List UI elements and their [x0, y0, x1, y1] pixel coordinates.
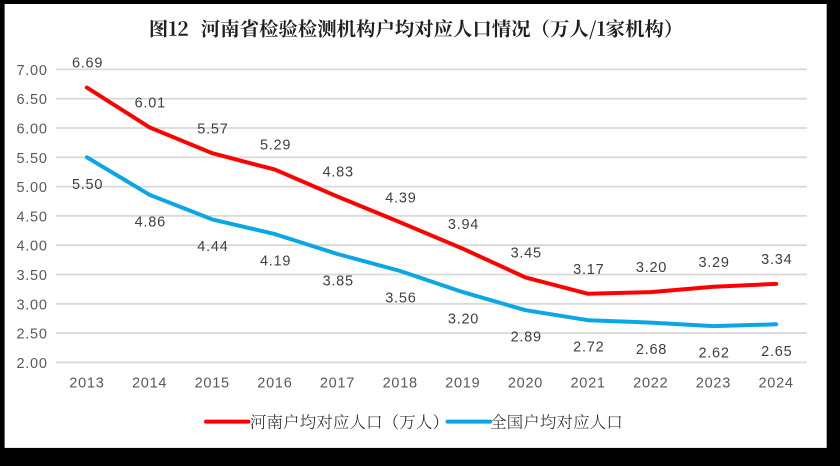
- svg-text:4.86: 4.86: [135, 214, 166, 230]
- svg-text:6.50: 6.50: [16, 92, 47, 108]
- svg-text:4.83: 4.83: [323, 165, 354, 181]
- svg-text:4.44: 4.44: [197, 239, 228, 255]
- svg-text:2018: 2018: [383, 376, 418, 392]
- svg-text:4.19: 4.19: [260, 254, 291, 270]
- svg-text:3.56: 3.56: [385, 291, 416, 307]
- svg-text:5.50: 5.50: [72, 177, 103, 193]
- svg-text:7.00: 7.00: [16, 63, 47, 79]
- svg-text:2.62: 2.62: [698, 346, 729, 362]
- svg-text:2020: 2020: [508, 376, 543, 392]
- svg-text:2021: 2021: [570, 376, 605, 392]
- svg-text:3.94: 3.94: [448, 217, 479, 233]
- svg-text:2024: 2024: [758, 376, 793, 392]
- svg-text:5.50: 5.50: [16, 151, 47, 167]
- svg-text:2.89: 2.89: [511, 330, 542, 346]
- svg-text:2022: 2022: [633, 376, 668, 392]
- svg-text:2019: 2019: [445, 376, 480, 392]
- svg-text:2.68: 2.68: [636, 342, 667, 358]
- svg-text:3.34: 3.34: [761, 252, 792, 268]
- svg-text:3.20: 3.20: [448, 312, 479, 328]
- svg-text:2.72: 2.72: [573, 340, 604, 356]
- svg-text:3.50: 3.50: [16, 268, 47, 284]
- svg-text:3.20: 3.20: [636, 260, 667, 276]
- svg-text:5.57: 5.57: [197, 121, 228, 137]
- svg-text:3.45: 3.45: [511, 246, 542, 262]
- svg-text:3.85: 3.85: [323, 274, 354, 290]
- svg-text:3.00: 3.00: [16, 297, 47, 313]
- svg-text:3.29: 3.29: [698, 255, 729, 271]
- svg-text:4.39: 4.39: [385, 190, 416, 206]
- svg-text:2.00: 2.00: [16, 356, 47, 372]
- svg-text:2013: 2013: [69, 376, 104, 392]
- svg-text:2014: 2014: [132, 376, 167, 392]
- svg-text:2.65: 2.65: [761, 344, 792, 360]
- svg-text:2.50: 2.50: [16, 327, 47, 343]
- svg-text:2015: 2015: [195, 376, 230, 392]
- svg-text:6.00: 6.00: [16, 122, 47, 138]
- svg-text:4.50: 4.50: [16, 209, 47, 225]
- svg-text:5.00: 5.00: [16, 180, 47, 196]
- svg-text:3.17: 3.17: [573, 262, 604, 278]
- svg-text:4.00: 4.00: [16, 239, 47, 255]
- svg-text:6.01: 6.01: [135, 96, 166, 112]
- svg-text:2017: 2017: [320, 376, 355, 392]
- svg-text:2023: 2023: [696, 376, 731, 392]
- svg-text:6.69: 6.69: [72, 56, 103, 72]
- svg-text:2016: 2016: [257, 376, 292, 392]
- svg-text:5.29: 5.29: [260, 138, 291, 154]
